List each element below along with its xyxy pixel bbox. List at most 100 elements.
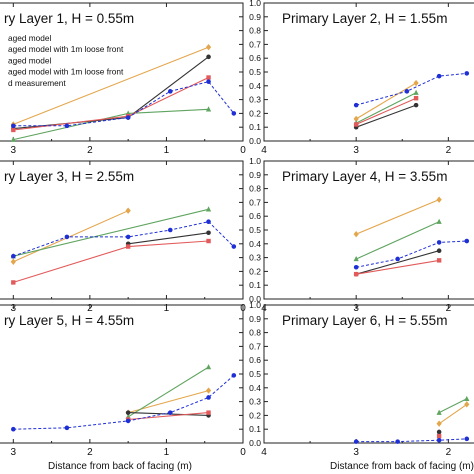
- data-point: [64, 425, 70, 431]
- x-axis-label-right: Distance from back of facing (m): [330, 461, 474, 472]
- data-point: [11, 123, 16, 129]
- series-3: [125, 230, 211, 247]
- data-point: [353, 115, 359, 123]
- data-point: [353, 439, 359, 444]
- data-point: [206, 395, 211, 400]
- data-point: [206, 79, 211, 84]
- y-tick-label: 0.7: [249, 341, 261, 351]
- series-4: [11, 238, 211, 285]
- panel-title: Primary Layer 2, H = 1.55m: [282, 11, 447, 26]
- x-tick-label: 3: [11, 447, 17, 458]
- chart-panel-right-middle: 4320.00.10.20.30.40.50.60.70.80.91.0Prim…: [249, 156, 474, 314]
- data-point: [464, 395, 470, 402]
- series-line: [356, 72, 467, 106]
- x-tick-label: 1: [164, 447, 170, 458]
- x-tick-label: 3: [353, 447, 359, 458]
- data-point: [206, 238, 211, 244]
- series-line: [438, 403, 468, 425]
- series-line: [355, 199, 440, 235]
- y-tick-label: 1.0: [249, 300, 261, 310]
- data-point: [206, 54, 211, 60]
- y-tick-label: 0.9: [249, 12, 261, 22]
- series-2: [10, 106, 212, 142]
- data-point: [413, 102, 419, 108]
- x-tick-label: 2: [446, 145, 452, 156]
- series-line: [13, 240, 209, 283]
- data-point: [436, 196, 442, 203]
- y-tick-label: 0.5: [249, 67, 261, 77]
- panel-title: ry Layer 5, H = 4.55m: [4, 313, 134, 328]
- data-point: [404, 89, 410, 94]
- series-2: [353, 218, 442, 262]
- series-line: [355, 82, 417, 120]
- series-4: [353, 258, 442, 277]
- data-point: [205, 364, 212, 370]
- series-line: [438, 398, 468, 414]
- panel-title: Primary Layer 4, H = 3.55m: [282, 169, 447, 184]
- x-tick-label: 4: [261, 447, 267, 458]
- y-tick-label: 0.4: [249, 239, 261, 249]
- data-point: [125, 410, 131, 415]
- x-tick-label: 2: [87, 145, 93, 156]
- series-line: [355, 97, 417, 125]
- chart-panel-right-top: 4 3 2 0.0 0.1 0.2 0.3 0.4 0.5 0.6 0.7 0.8 0.9 1.0 Prim…: [249, 0, 474, 156]
- series-4: [353, 96, 419, 127]
- data-point: [353, 255, 359, 262]
- data-point: [167, 410, 173, 415]
- series-5: [353, 436, 470, 444]
- y-tick-label: 1.0: [249, 156, 261, 166]
- y-tick-label: 0.6: [249, 53, 261, 63]
- y-tick-label: 0.7: [249, 197, 261, 207]
- y-tick-label: 0.9: [249, 170, 261, 180]
- data-point: [436, 420, 442, 427]
- series-line: [13, 46, 209, 125]
- series-line: [356, 240, 467, 268]
- data-point: [436, 73, 442, 79]
- series-2: [125, 364, 212, 419]
- legend-entry: d measurement: [8, 78, 66, 88]
- series-line: [355, 92, 417, 124]
- series-1: [353, 79, 419, 123]
- series-line: [128, 232, 209, 245]
- data-point: [436, 429, 442, 435]
- data-point: [395, 439, 400, 444]
- series-2: [436, 395, 470, 415]
- data-point: [125, 234, 131, 240]
- data-point: [436, 433, 442, 439]
- data-point: [167, 227, 173, 233]
- series-3: [353, 102, 419, 130]
- data-point: [206, 219, 211, 225]
- data-point: [205, 387, 212, 394]
- series-2: [10, 206, 212, 259]
- series-line: [13, 221, 235, 257]
- data-point: [10, 258, 16, 265]
- y-tick-label: 1.0: [249, 0, 261, 8]
- y-tick-label: 0.6: [249, 355, 261, 365]
- data-point: [436, 258, 442, 263]
- x-tick-label: 1: [164, 145, 170, 156]
- series-4: [436, 433, 442, 439]
- y-tick-label: 0.9: [249, 314, 261, 324]
- data-point: [205, 206, 212, 212]
- data-point: [436, 218, 442, 224]
- x-tick-label: 3: [11, 145, 17, 156]
- data-point: [413, 96, 419, 101]
- series-1: [436, 401, 470, 427]
- data-point: [436, 437, 442, 443]
- data-point: [206, 75, 211, 80]
- series-line: [355, 221, 440, 260]
- series-line: [13, 108, 209, 141]
- series-5: [353, 71, 470, 108]
- data-point: [167, 89, 173, 94]
- y-tick-label: 0.1: [249, 280, 261, 290]
- y-tick-label: 0.0: [249, 294, 261, 304]
- data-point: [125, 418, 131, 424]
- x-tick-label: 2: [87, 447, 93, 458]
- y-tick-label: 0.1: [249, 424, 261, 434]
- x-tick-label: 3: [353, 145, 359, 156]
- x-axis-label-left: Distance from back of facing (m): [48, 461, 192, 472]
- data-point: [413, 79, 419, 87]
- panel-title: ry Layer 1, H = 0.55m: [4, 11, 134, 26]
- data-point: [353, 264, 359, 270]
